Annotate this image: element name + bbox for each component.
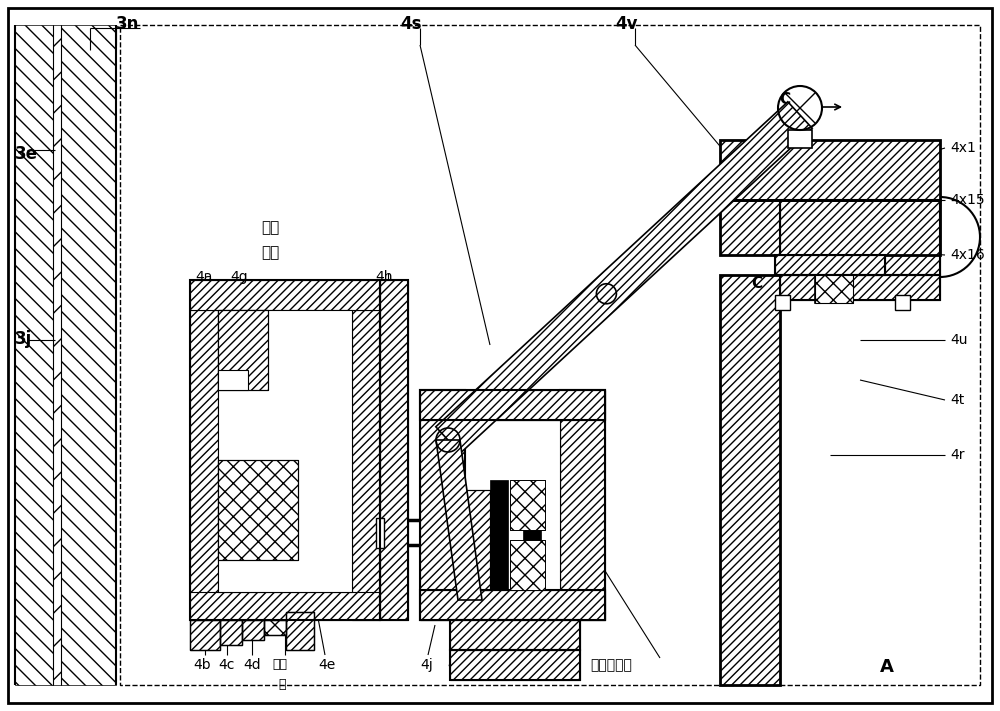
- Text: C: C: [779, 92, 790, 107]
- Text: 4a: 4a: [195, 270, 212, 284]
- Text: 4t: 4t: [950, 393, 964, 407]
- Bar: [380, 280, 408, 620]
- Text: B: B: [535, 658, 547, 673]
- Bar: [720, 200, 940, 255]
- Bar: [61, 25, 116, 685]
- Bar: [190, 592, 380, 620]
- Text: 4x1: 4x1: [950, 141, 976, 155]
- Bar: [420, 390, 605, 420]
- Bar: [780, 275, 940, 300]
- Text: 层: 层: [278, 678, 286, 691]
- Bar: [218, 460, 298, 560]
- Bar: [286, 612, 314, 650]
- Bar: [190, 280, 380, 620]
- Bar: [380, 280, 408, 620]
- Bar: [560, 390, 605, 620]
- Text: 4g: 4g: [230, 270, 248, 284]
- Bar: [450, 650, 580, 680]
- Bar: [264, 620, 286, 635]
- Bar: [465, 490, 490, 590]
- Bar: [788, 130, 812, 148]
- Text: 密封: 密封: [272, 658, 287, 671]
- Text: A: A: [880, 658, 894, 676]
- Text: C: C: [751, 275, 762, 291]
- Bar: [510, 540, 545, 590]
- Text: 4v: 4v: [615, 15, 638, 33]
- Text: 从动: 从动: [261, 220, 279, 235]
- Bar: [450, 620, 580, 650]
- Bar: [523, 480, 541, 590]
- Bar: [720, 200, 940, 255]
- Bar: [815, 275, 853, 303]
- Bar: [420, 390, 465, 620]
- Text: 4x15: 4x15: [950, 193, 985, 207]
- Bar: [420, 590, 605, 620]
- Bar: [190, 620, 220, 650]
- Bar: [242, 620, 264, 640]
- Bar: [490, 480, 508, 590]
- Bar: [465, 490, 490, 590]
- Bar: [510, 480, 545, 530]
- Bar: [220, 620, 242, 645]
- Bar: [450, 650, 580, 680]
- Bar: [190, 620, 220, 650]
- Bar: [780, 275, 940, 300]
- Bar: [286, 612, 314, 650]
- Bar: [560, 390, 605, 620]
- Text: 发动机曲轴: 发动机曲轴: [590, 658, 632, 672]
- Bar: [190, 310, 218, 620]
- Bar: [420, 590, 605, 620]
- Bar: [720, 275, 780, 685]
- Bar: [218, 370, 248, 390]
- Bar: [242, 620, 264, 640]
- Bar: [780, 200, 940, 275]
- Bar: [775, 255, 885, 275]
- Text: 3n: 3n: [116, 15, 139, 33]
- Text: 4m: 4m: [470, 658, 492, 672]
- Bar: [510, 540, 545, 590]
- Bar: [352, 310, 380, 620]
- Bar: [218, 460, 298, 560]
- Bar: [264, 620, 286, 635]
- Bar: [376, 518, 384, 548]
- Bar: [420, 390, 605, 420]
- Text: 4h: 4h: [375, 270, 392, 284]
- Text: 4b: 4b: [193, 658, 211, 672]
- Text: 4j: 4j: [420, 658, 433, 672]
- Text: 4r: 4r: [950, 448, 964, 462]
- Bar: [720, 140, 940, 200]
- Bar: [190, 280, 380, 310]
- Bar: [218, 310, 268, 390]
- Text: 齿条: 齿条: [261, 245, 279, 260]
- Text: 4d: 4d: [243, 658, 261, 672]
- Bar: [510, 480, 545, 530]
- Bar: [450, 620, 580, 650]
- Text: 3j: 3j: [15, 330, 32, 348]
- Bar: [15, 25, 53, 685]
- Bar: [465, 420, 560, 590]
- Bar: [420, 390, 465, 620]
- Bar: [895, 295, 910, 310]
- Text: 4e: 4e: [318, 658, 335, 672]
- Text: 3e: 3e: [15, 145, 38, 163]
- Text: 4x16: 4x16: [950, 248, 985, 262]
- Bar: [120, 25, 980, 685]
- Polygon shape: [436, 102, 812, 453]
- Polygon shape: [436, 440, 482, 600]
- Text: 4u: 4u: [950, 333, 968, 347]
- Bar: [218, 310, 352, 592]
- Text: 4c: 4c: [218, 658, 234, 672]
- Bar: [780, 200, 940, 275]
- Text: 4k: 4k: [447, 658, 464, 672]
- Bar: [720, 140, 940, 200]
- Bar: [815, 275, 853, 303]
- Bar: [220, 620, 242, 645]
- Bar: [775, 295, 790, 310]
- Bar: [53, 25, 61, 685]
- Bar: [775, 255, 885, 275]
- Bar: [720, 275, 780, 685]
- Bar: [218, 310, 268, 390]
- Text: 4s: 4s: [400, 15, 422, 33]
